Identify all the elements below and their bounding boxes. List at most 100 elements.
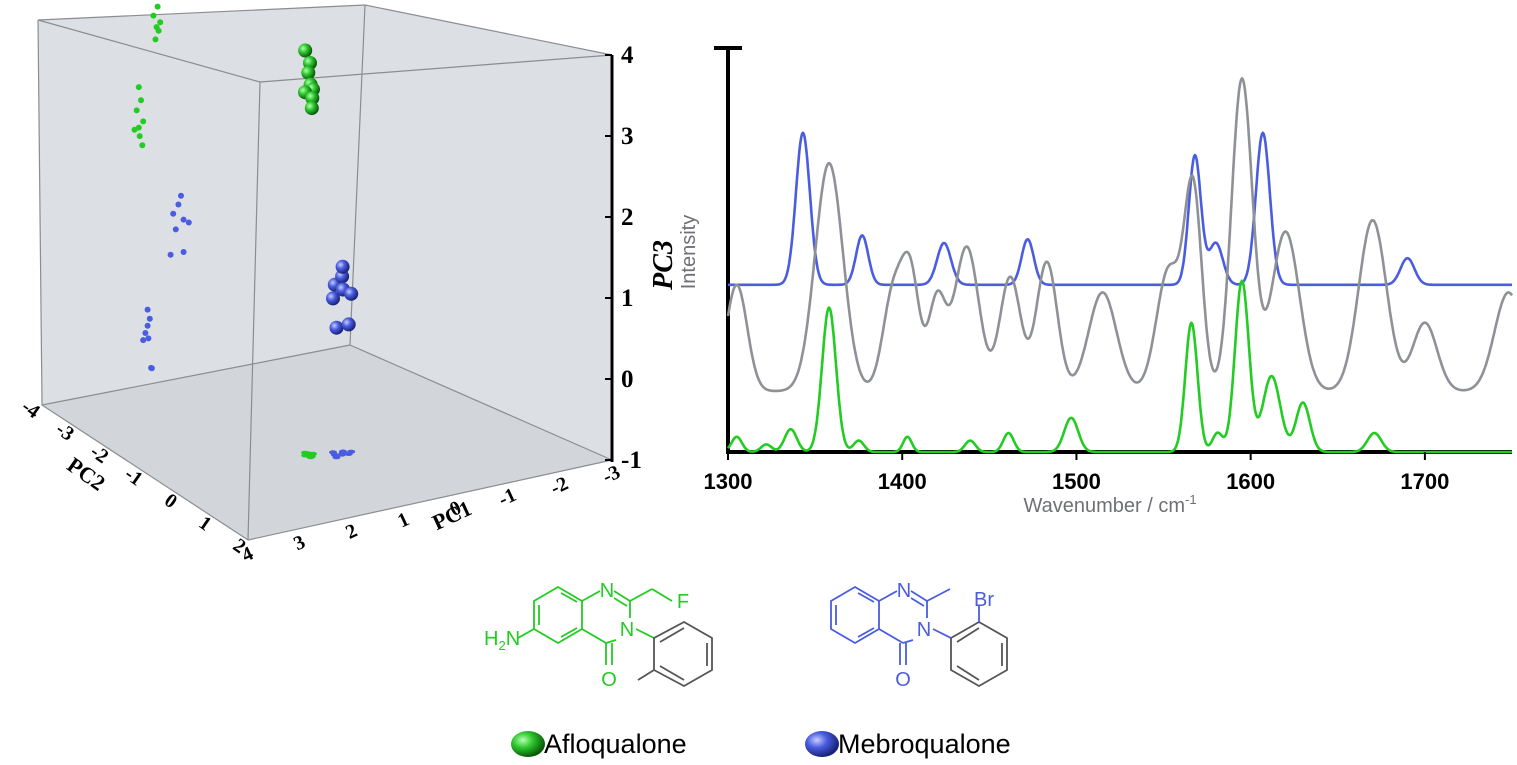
afloqualone-n1-label: N (600, 580, 614, 602)
pca-projection-pc1pc3-mebroqualone (170, 210, 177, 217)
pca-projection-pc1pc2-mebroqualone (329, 450, 337, 455)
pc3-axis-label: PC3 (648, 240, 679, 291)
pc1-axis-label: PC1 (428, 495, 475, 535)
pca-projection-pc1pc2-mebroqualone (344, 452, 353, 456)
spectra-x-label: Wavenumber / cm-1 (1023, 492, 1196, 517)
spectrum-line-0 (727, 131, 1513, 287)
pc1-tick-label: -2 (547, 472, 571, 499)
pc3-tick-group: -1 0 1 2 3 4 (605, 42, 642, 474)
pca-projection-pc1pc3-mebroqualone (178, 192, 184, 199)
pca-point-mebroqualone (329, 320, 344, 335)
legend-marker-afloqualone (511, 731, 545, 757)
pca-projection-pc2pc3-mebroqualone (142, 330, 149, 336)
legend-label-afloqualone: Afloqualone (544, 729, 687, 759)
spectra-xtick-label: 1500 (1052, 469, 1101, 494)
pca-point-mebroqualone (344, 286, 359, 301)
afloqualone-structure (517, 585, 673, 665)
pca-projection-pc2pc3-mebroqualone (146, 315, 153, 322)
pca-projection-pc2pc3-afloqualone (131, 126, 138, 133)
afloqualone-atom-labels: N N F O H2N (484, 580, 689, 691)
spectra-x-label-exp: -1 (1185, 492, 1197, 507)
mebroqualone-benzene-ring (830, 585, 880, 645)
pca-projection-pc1pc3-mebroqualone (167, 251, 174, 258)
pca-box-edges (37, 4, 613, 541)
pca-point-group (131, 3, 359, 460)
mebroqualone-br-label: Br (974, 589, 994, 611)
pca-projection-pc1pc3-mebroqualone (172, 226, 179, 233)
afloqualone-benzene-ring (533, 585, 583, 645)
spectra-x-label-main: Wavenumber / cm (1023, 495, 1185, 517)
mebroqualone-o-label: O (895, 669, 911, 691)
pca-projection-pc2pc3-mebroqualone (145, 335, 152, 342)
pc3-tick-label: 3 (621, 123, 634, 150)
pc3-tick-label: -1 (621, 447, 642, 474)
pca-projection-pc2pc3-afloqualone (139, 142, 146, 149)
spectrum-line-2 (726, 279, 1513, 454)
pca-projection-pc2pc3-mebroqualone (148, 364, 155, 371)
pca-projection-pc1pc2-afloqualone (301, 450, 309, 455)
pca-projection-pc1pc3-mebroqualone (180, 249, 187, 255)
spectrum-line-1 (726, 77, 1514, 393)
mebroqualone-bromophenyl-ring (950, 606, 1008, 688)
pc1-tick-label: 4 (238, 542, 256, 566)
pca-projection-pc1pc2-mebroqualone (338, 451, 347, 456)
pc1-tick-label: 1 (394, 508, 412, 532)
pca-projection-pc1pc3-afloqualone (150, 12, 157, 19)
mebroqualone-structure (830, 585, 952, 665)
pc3-tick-label: 4 (621, 42, 634, 69)
pc3-tick-label: 1 (621, 285, 634, 312)
pc3-tick-label: 2 (621, 204, 634, 231)
pc2-tick-label: 1 (195, 512, 216, 536)
pca-projection-pc1pc3-mebroqualone (185, 219, 192, 226)
legend-label-mebroqualone: Mebroqualone (838, 729, 1011, 759)
pca-point-afloqualone (301, 65, 316, 80)
pca-projection-pc1pc2-mebroqualone (332, 455, 341, 460)
mebroqualone-atom-labels: N N Br O (895, 580, 994, 691)
pca-projection-pc2pc3-afloqualone (136, 133, 143, 140)
legend-marker-mebroqualone (805, 731, 839, 757)
pca-projection-pc1pc3-afloqualone (152, 36, 159, 43)
pca-projection-pc2pc3-afloqualone (133, 107, 140, 114)
pca-projection-pc2pc3-afloqualone (138, 97, 144, 104)
afloqualone-tolyl-ring (637, 620, 713, 688)
pc1-tick-label: 2 (342, 520, 360, 544)
spectra-xtick-group: 1300 1400 1500 1600 1700 (704, 452, 1449, 494)
spectra-plot: 1300 1400 1500 1600 1700 Intensity Wavenumbe… (678, 46, 1514, 517)
mebroqualone-n3-label: N (917, 619, 931, 641)
spectra-xtick-label: 1300 (704, 469, 753, 494)
pc1-tick-label: -3 (599, 461, 623, 488)
pc2-tick-label: -4 (17, 396, 43, 424)
pca-point-mebroqualone (326, 291, 340, 306)
spectra-series-group (726, 77, 1514, 454)
spectra-xtick-label: 1600 (1226, 469, 1275, 494)
pca-projection-pc1pc3-mebroqualone (175, 201, 182, 208)
pca-projection-pc2pc3-afloqualone (140, 118, 147, 125)
pca-point-afloqualone (305, 91, 320, 106)
pc1-tick-label: 3 (290, 531, 308, 555)
afloqualone-o-label: O (601, 669, 617, 691)
pca-projection-pc1pc3-afloqualone (155, 27, 162, 34)
mebroqualone-n1-label: N (897, 580, 911, 602)
pc1-tick-label: -1 (495, 484, 519, 511)
pca-point-mebroqualone (341, 317, 356, 332)
pca-projection-pc1pc3-afloqualone (154, 3, 161, 10)
spectra-xtick-label: 1400 (878, 469, 927, 494)
pc2-tick-label: 0 (160, 489, 181, 513)
pca-back-wall (38, 5, 612, 460)
pc3-tick-label: 0 (621, 366, 634, 393)
pca-projection-pc2pc3-afloqualone (135, 84, 142, 91)
afloqualone-f-label: F (677, 591, 689, 613)
pca-projection-pc2pc3-mebroqualone (144, 322, 151, 329)
pca-projection-pc1pc2-afloqualone (307, 454, 316, 459)
afloqualone-nh2-label: H2N (484, 628, 520, 653)
pca-projection-pc2pc3-mebroqualone (144, 306, 151, 313)
pca-projection-pc1pc3-mebroqualone (180, 216, 187, 223)
legend: Afloqualone Mebroqualone (511, 729, 1011, 759)
afloqualone-n3-label: N (620, 619, 634, 641)
pca-point-afloqualone (298, 43, 313, 58)
pca-projection-pc2pc3-mebroqualone (140, 337, 147, 344)
spectra-xtick-label: 1700 (1400, 469, 1449, 494)
pca-projection-pc1pc3-afloqualone (157, 19, 164, 26)
